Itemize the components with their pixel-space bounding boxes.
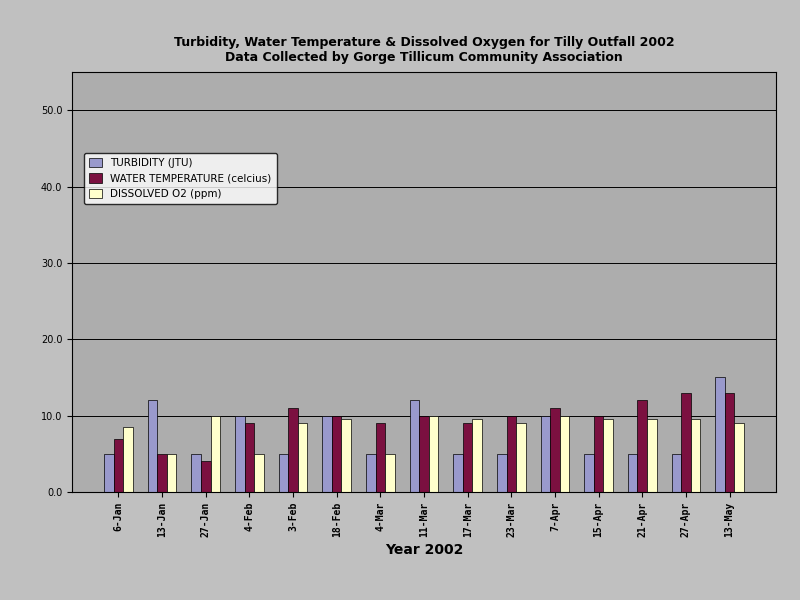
Bar	[375, 423, 385, 492]
Bar	[191, 454, 201, 492]
Bar	[419, 416, 429, 492]
Bar	[594, 416, 603, 492]
Bar	[410, 400, 419, 492]
Bar	[516, 423, 526, 492]
Bar	[385, 454, 394, 492]
Bar	[158, 454, 167, 492]
Bar	[332, 416, 342, 492]
Bar	[584, 454, 594, 492]
Bar	[104, 454, 114, 492]
Bar	[342, 419, 351, 492]
Bar	[715, 377, 725, 492]
Bar	[690, 419, 700, 492]
Bar	[278, 454, 288, 492]
Bar	[201, 461, 210, 492]
Bar	[210, 416, 220, 492]
Bar	[366, 454, 375, 492]
Bar	[628, 454, 638, 492]
Bar	[148, 400, 158, 492]
Bar	[254, 454, 264, 492]
Bar	[541, 416, 550, 492]
Bar	[298, 423, 307, 492]
Bar	[114, 439, 123, 492]
X-axis label: Year 2002: Year 2002	[385, 542, 463, 557]
Bar	[322, 416, 332, 492]
Bar	[560, 416, 570, 492]
Bar	[734, 423, 744, 492]
Title: Turbidity, Water Temperature & Dissolved Oxygen for Tilly Outfall 2002
Data Coll: Turbidity, Water Temperature & Dissolved…	[174, 36, 674, 64]
Bar	[167, 454, 177, 492]
Bar	[506, 416, 516, 492]
Bar	[681, 393, 690, 492]
Bar	[463, 423, 473, 492]
Bar	[454, 454, 463, 492]
Bar	[638, 400, 647, 492]
Legend: TURBIDITY (JTU), WATER TEMPERATURE (celcius), DISSOLVED O2 (ppm): TURBIDITY (JTU), WATER TEMPERATURE (celc…	[84, 153, 277, 205]
Bar	[647, 419, 657, 492]
Bar	[429, 416, 438, 492]
Bar	[123, 427, 133, 492]
Bar	[550, 408, 560, 492]
Bar	[671, 454, 681, 492]
Bar	[725, 393, 734, 492]
Bar	[497, 454, 506, 492]
Bar	[245, 423, 254, 492]
Bar	[603, 419, 613, 492]
Bar	[473, 419, 482, 492]
Bar	[288, 408, 298, 492]
Bar	[235, 416, 245, 492]
